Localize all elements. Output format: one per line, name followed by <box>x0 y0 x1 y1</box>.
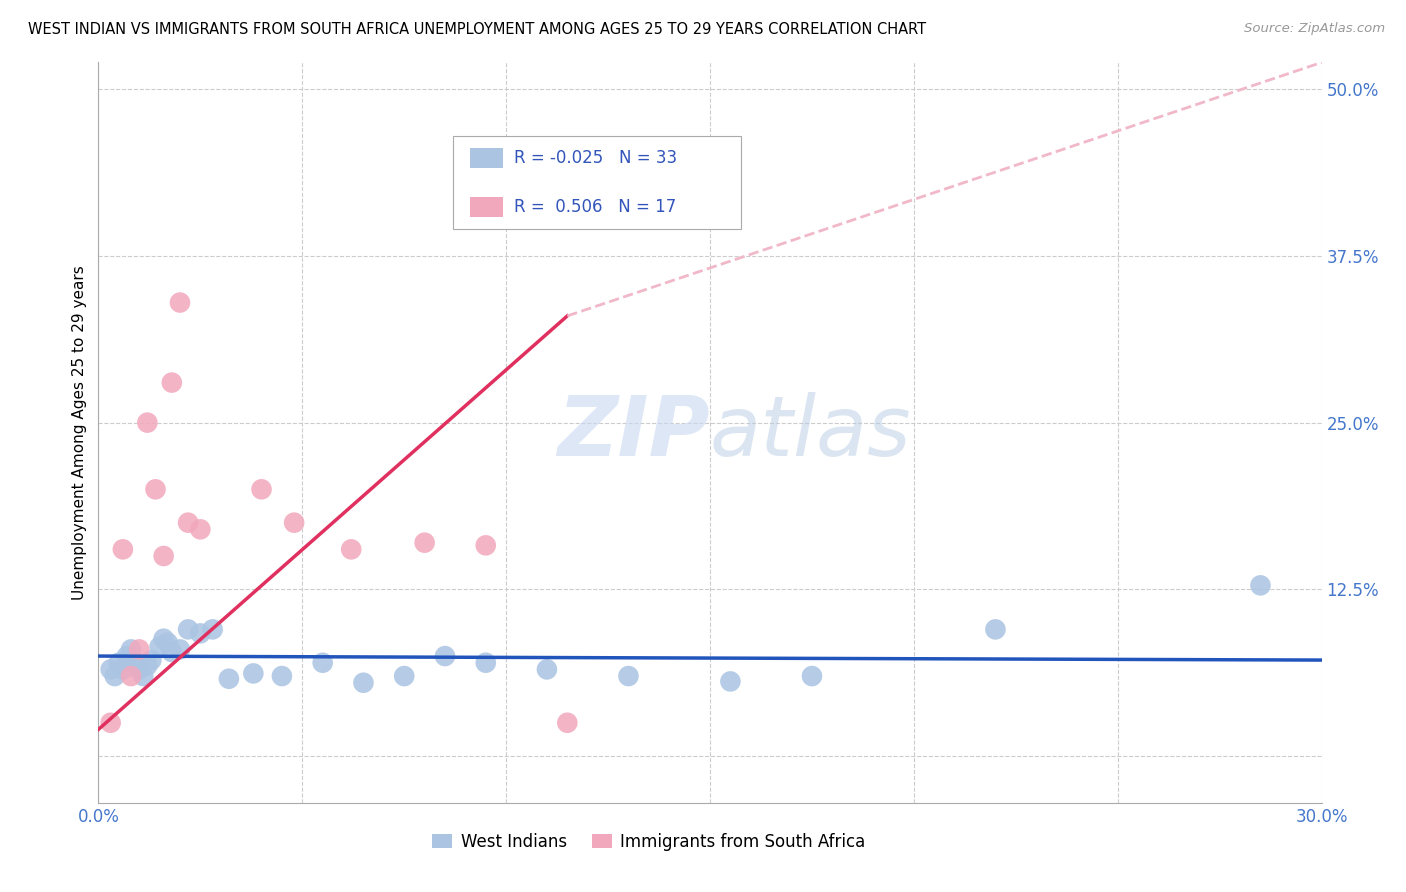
Point <box>718 674 742 689</box>
Point <box>100 715 122 730</box>
Point <box>555 715 579 730</box>
Point <box>169 295 191 310</box>
Point <box>536 662 558 676</box>
Text: R =  0.506   N = 17: R = 0.506 N = 17 <box>515 198 676 216</box>
FancyBboxPatch shape <box>470 148 503 169</box>
Text: R = -0.025   N = 33: R = -0.025 N = 33 <box>515 149 678 168</box>
Point <box>115 648 138 663</box>
Point <box>124 656 146 670</box>
Point <box>801 669 824 683</box>
Point <box>177 516 200 530</box>
FancyBboxPatch shape <box>470 197 503 217</box>
Point <box>156 636 179 650</box>
Point <box>160 645 183 659</box>
Text: atlas: atlas <box>710 392 911 473</box>
Point <box>141 653 163 667</box>
Point <box>128 662 150 676</box>
Point <box>188 626 212 640</box>
Point <box>120 642 142 657</box>
Point <box>340 542 363 557</box>
Point <box>201 623 224 637</box>
Point <box>474 538 498 552</box>
Point <box>218 672 240 686</box>
Point <box>250 483 273 497</box>
Point <box>104 669 127 683</box>
Point <box>100 662 122 676</box>
Point <box>169 642 191 657</box>
Point <box>1249 578 1271 592</box>
Point <box>120 669 142 683</box>
Point <box>434 648 457 663</box>
Point <box>128 642 150 657</box>
Point <box>111 662 134 676</box>
Point <box>152 632 174 646</box>
Point <box>984 623 1007 637</box>
Legend: West Indians, Immigrants from South Africa: West Indians, Immigrants from South Afri… <box>426 826 872 857</box>
Point <box>108 656 131 670</box>
Point <box>177 623 200 637</box>
Point <box>392 669 416 683</box>
Point <box>188 522 212 536</box>
Point <box>152 549 174 563</box>
Point <box>136 416 159 430</box>
Point <box>145 483 167 497</box>
Text: ZIP: ZIP <box>557 392 710 473</box>
Point <box>352 675 374 690</box>
FancyBboxPatch shape <box>453 136 741 229</box>
Point <box>283 516 305 530</box>
Point <box>474 656 498 670</box>
Point <box>242 666 264 681</box>
Text: Source: ZipAtlas.com: Source: ZipAtlas.com <box>1244 22 1385 36</box>
Point <box>149 640 172 654</box>
Point <box>413 535 436 549</box>
Text: WEST INDIAN VS IMMIGRANTS FROM SOUTH AFRICA UNEMPLOYMENT AMONG AGES 25 TO 29 YEA: WEST INDIAN VS IMMIGRANTS FROM SOUTH AFR… <box>28 22 927 37</box>
Point <box>160 376 183 390</box>
Point <box>132 669 155 683</box>
Y-axis label: Unemployment Among Ages 25 to 29 years: Unemployment Among Ages 25 to 29 years <box>72 265 87 600</box>
Point <box>312 656 335 670</box>
Point <box>136 658 159 673</box>
Point <box>111 542 134 557</box>
Point <box>617 669 640 683</box>
Point <box>270 669 294 683</box>
